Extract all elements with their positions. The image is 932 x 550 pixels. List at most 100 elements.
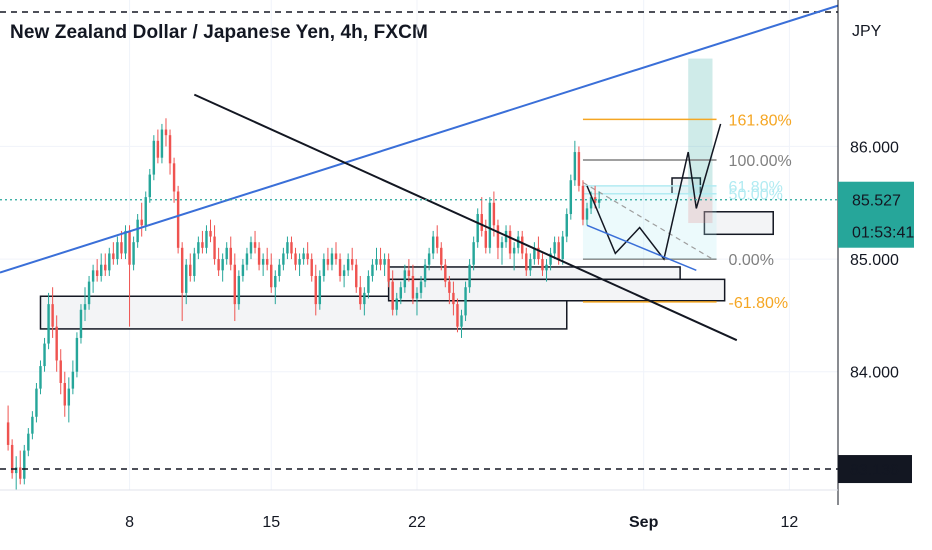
candle-body — [278, 264, 281, 276]
price-tick-label: 86.000 — [850, 139, 899, 156]
fib-extension[interactable]: 161.80% 100.00% 61.80%50.00% 0.00% -61.80% — [582, 112, 792, 312]
candle-body — [371, 264, 374, 276]
candle-body — [59, 360, 62, 383]
candle-body — [164, 129, 168, 136]
candle-body — [391, 281, 394, 310]
candle-body — [51, 304, 54, 327]
candle-body — [75, 337, 79, 372]
candle-body — [525, 253, 528, 271]
candle-body — [456, 304, 459, 327]
candle-body — [529, 259, 532, 271]
candle-body — [480, 214, 483, 231]
candle-body — [193, 253, 196, 276]
candle-body — [561, 236, 564, 260]
candle-body — [298, 259, 301, 265]
fib-diagonal[interactable] — [582, 181, 713, 260]
candle-body — [346, 259, 350, 271]
candle-body — [136, 219, 139, 243]
candle-body — [581, 185, 585, 220]
candle-body — [23, 450, 26, 479]
candle-body — [545, 264, 548, 271]
candle-body — [152, 140, 156, 175]
candle-body — [180, 247, 184, 293]
candle-body — [257, 247, 261, 265]
candle-body — [448, 281, 451, 293]
candle-body — [537, 247, 540, 260]
support-zone-box[interactable] — [703, 211, 774, 236]
candle-body — [310, 259, 313, 276]
fib-level-label: 61.80% — [729, 179, 783, 196]
current-price-badge[interactable] — [838, 181, 914, 248]
candle-body — [460, 315, 463, 327]
candle-body — [43, 343, 46, 367]
candle-body — [63, 382, 66, 406]
time-axis[interactable]: 8 15 22 Sep 12 — [0, 489, 838, 531]
candle-body — [132, 242, 135, 265]
candle-body — [237, 275, 241, 305]
projection-path[interactable] — [586, 123, 722, 261]
candle-body — [87, 281, 91, 305]
candle-body — [387, 259, 390, 282]
candle-body — [233, 264, 237, 305]
candle-body — [67, 388, 71, 406]
candle-body — [359, 287, 362, 305]
candle-body — [274, 275, 277, 288]
candle-body — [411, 275, 415, 299]
candle-body — [124, 230, 127, 254]
marked-price-badge[interactable] — [838, 455, 912, 484]
blue-short-line[interactable] — [586, 224, 697, 272]
candle-body — [209, 230, 212, 237]
fib-level-label: 50.00% — [729, 187, 783, 204]
candle-body — [488, 202, 492, 248]
candle-body — [484, 230, 488, 248]
trend-lines[interactable] — [0, 4, 839, 470]
candle-body — [533, 247, 536, 260]
candle-body — [326, 259, 330, 265]
ascending-trendline[interactable] — [0, 4, 839, 274]
support-zone-box[interactable] — [39, 295, 568, 330]
candle-body — [225, 247, 228, 260]
candle-body — [549, 253, 552, 265]
candle-body — [423, 264, 427, 282]
support-zone-box[interactable] — [387, 278, 726, 302]
candle-body — [330, 253, 334, 265]
candle-body — [472, 242, 475, 265]
position-loss-zone[interactable] — [688, 197, 713, 224]
candle-body — [185, 264, 188, 293]
candle-body — [512, 247, 516, 254]
candle-body — [31, 416, 34, 434]
candle-body — [6, 422, 10, 445]
candle-body — [189, 264, 192, 276]
candle-body — [112, 253, 115, 260]
candle-body — [367, 275, 370, 293]
support-zone-box[interactable] — [387, 266, 681, 281]
candle-body — [172, 163, 176, 192]
fib-level-label: 161.80% — [729, 112, 792, 129]
candle-body — [569, 180, 573, 215]
candle-body — [205, 230, 208, 248]
time-tick-label: 22 — [408, 514, 426, 531]
candle-body — [464, 287, 467, 316]
candle-body — [419, 281, 423, 293]
candle-body — [27, 433, 30, 451]
chart-title: New Zealand Dollar / Japanese Yen, 4h, F… — [10, 22, 428, 43]
position-profit-zone[interactable] — [688, 58, 713, 198]
candle-body — [294, 253, 297, 265]
support-zones[interactable] — [39, 58, 774, 330]
candle-body — [407, 270, 411, 276]
candle-body — [573, 152, 577, 181]
candle-body — [431, 236, 435, 254]
candle-body — [342, 270, 346, 276]
candle-body — [14, 467, 18, 474]
fib-level-label: 0.00% — [729, 252, 774, 269]
candle-body — [39, 366, 42, 389]
price-axis[interactable]: JPY 86.000 85.000 84.000 85.527 01:53:41 83.13… — [837, 0, 932, 550]
candle-body — [597, 199, 601, 203]
descending-trendline[interactable] — [193, 93, 738, 342]
candle-body — [55, 326, 58, 361]
fib-level-label: 100.00% — [729, 153, 792, 170]
candle-body — [500, 242, 504, 248]
time-tick-label: Sep — [629, 514, 659, 531]
candle-body — [395, 298, 398, 310]
